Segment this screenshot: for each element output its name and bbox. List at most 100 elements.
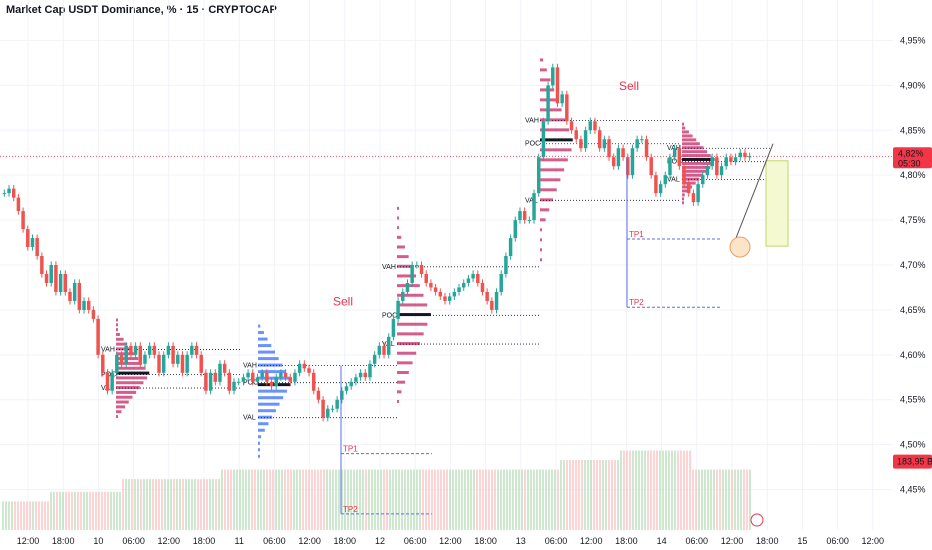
volume-bar [587,460,589,530]
volume-bar [143,479,145,530]
volume-bar [167,479,169,530]
volume-bar [131,479,133,530]
volume-bar [113,491,115,530]
volume-bar [395,469,397,530]
candle-body [96,318,100,355]
volume-bar [437,469,439,530]
candle-body [330,408,335,410]
volume-profile-row [397,274,417,278]
candle-body [424,273,428,283]
volume-profile-row [540,258,542,262]
take-profit-label: TP1 [629,230,644,239]
volume-profile-row [540,138,573,142]
candle-body [621,148,625,158]
candle-body [222,363,227,373]
candle-body [485,291,489,301]
volume-bar [341,469,343,530]
volume-bar [59,491,61,530]
volume-bar [539,469,541,530]
candle-body [597,130,602,149]
vp-label: POC [667,159,682,166]
volume-bar [350,469,352,530]
volume-profile-row [540,188,557,192]
volume-label: 183,95 B [897,457,932,467]
volume-bar [275,469,277,530]
volume-bar [65,491,67,530]
volume-bar [512,469,514,530]
candle-body [691,193,696,203]
volume-bar [293,469,295,530]
volume-bar [602,460,604,530]
candle-body [105,372,110,391]
volume-bar [173,479,175,530]
candle-body [232,381,236,391]
volume-bar [611,460,613,530]
x-tick-label: 18:00 [334,536,357,546]
volume-bar [692,469,694,530]
volume-profile-row [116,361,142,365]
sell-annotation: Sell [619,79,639,93]
take-profit-label: TP1 [343,445,358,454]
candle-body [415,265,419,266]
candle-body [335,399,339,409]
candle-body [180,354,185,373]
candle-body [546,85,550,122]
volume-bar [701,469,703,530]
volume-bar [125,479,127,530]
volume-bar [521,469,523,530]
volume-bar [194,479,196,530]
volume-profile-row [258,422,269,426]
candle-body [677,148,682,167]
candle-body [208,372,213,391]
volume-bar [551,469,553,530]
candle-body [35,238,39,257]
candle-body [386,336,391,355]
volume-bar [5,501,7,530]
x-tick-label: 06:00 [545,536,568,546]
candle-body [11,188,16,198]
volume-bar [476,469,478,530]
volume-bar [497,469,499,530]
volume-profile-row [116,405,126,409]
candle-body [433,287,438,292]
candle-body [443,296,447,301]
candle-body [522,211,527,221]
candle-body [321,399,325,418]
volume-bar [704,469,706,530]
volume-profile-row [397,342,420,346]
volume-bar [302,469,304,530]
volume-bar [284,469,286,530]
volume-bar [650,450,652,530]
volume-bar [500,469,502,530]
volume-bar [578,460,580,530]
volume-bars [2,450,751,530]
x-tick-label: 18:00 [756,536,779,546]
volume-profile-row [682,177,700,181]
volume-profile-row [540,168,565,172]
candle-body [26,229,30,248]
x-tick-label: 15 [797,536,807,546]
volume-bar [134,479,136,530]
candle-body [302,363,307,369]
volume-profile-row [397,264,413,268]
volume-bar [728,469,730,530]
volume-profile-row [397,399,399,403]
candle-body [363,372,368,378]
volume-bar [638,450,640,530]
volume-profile-row [116,342,128,346]
candle-body [682,166,686,185]
volume-bar [137,479,139,530]
candle-body [729,157,733,162]
volume-bar [338,469,340,530]
volume-bar [8,501,10,530]
volume-bar [467,469,469,530]
candle-body [349,381,353,387]
volume-profile-row [540,78,551,82]
volume-bar [380,469,382,530]
volume-bar [23,501,25,530]
candle-body [110,372,114,391]
volume-bar [581,460,583,530]
candle-body [246,372,250,378]
volume-bar [110,491,112,530]
